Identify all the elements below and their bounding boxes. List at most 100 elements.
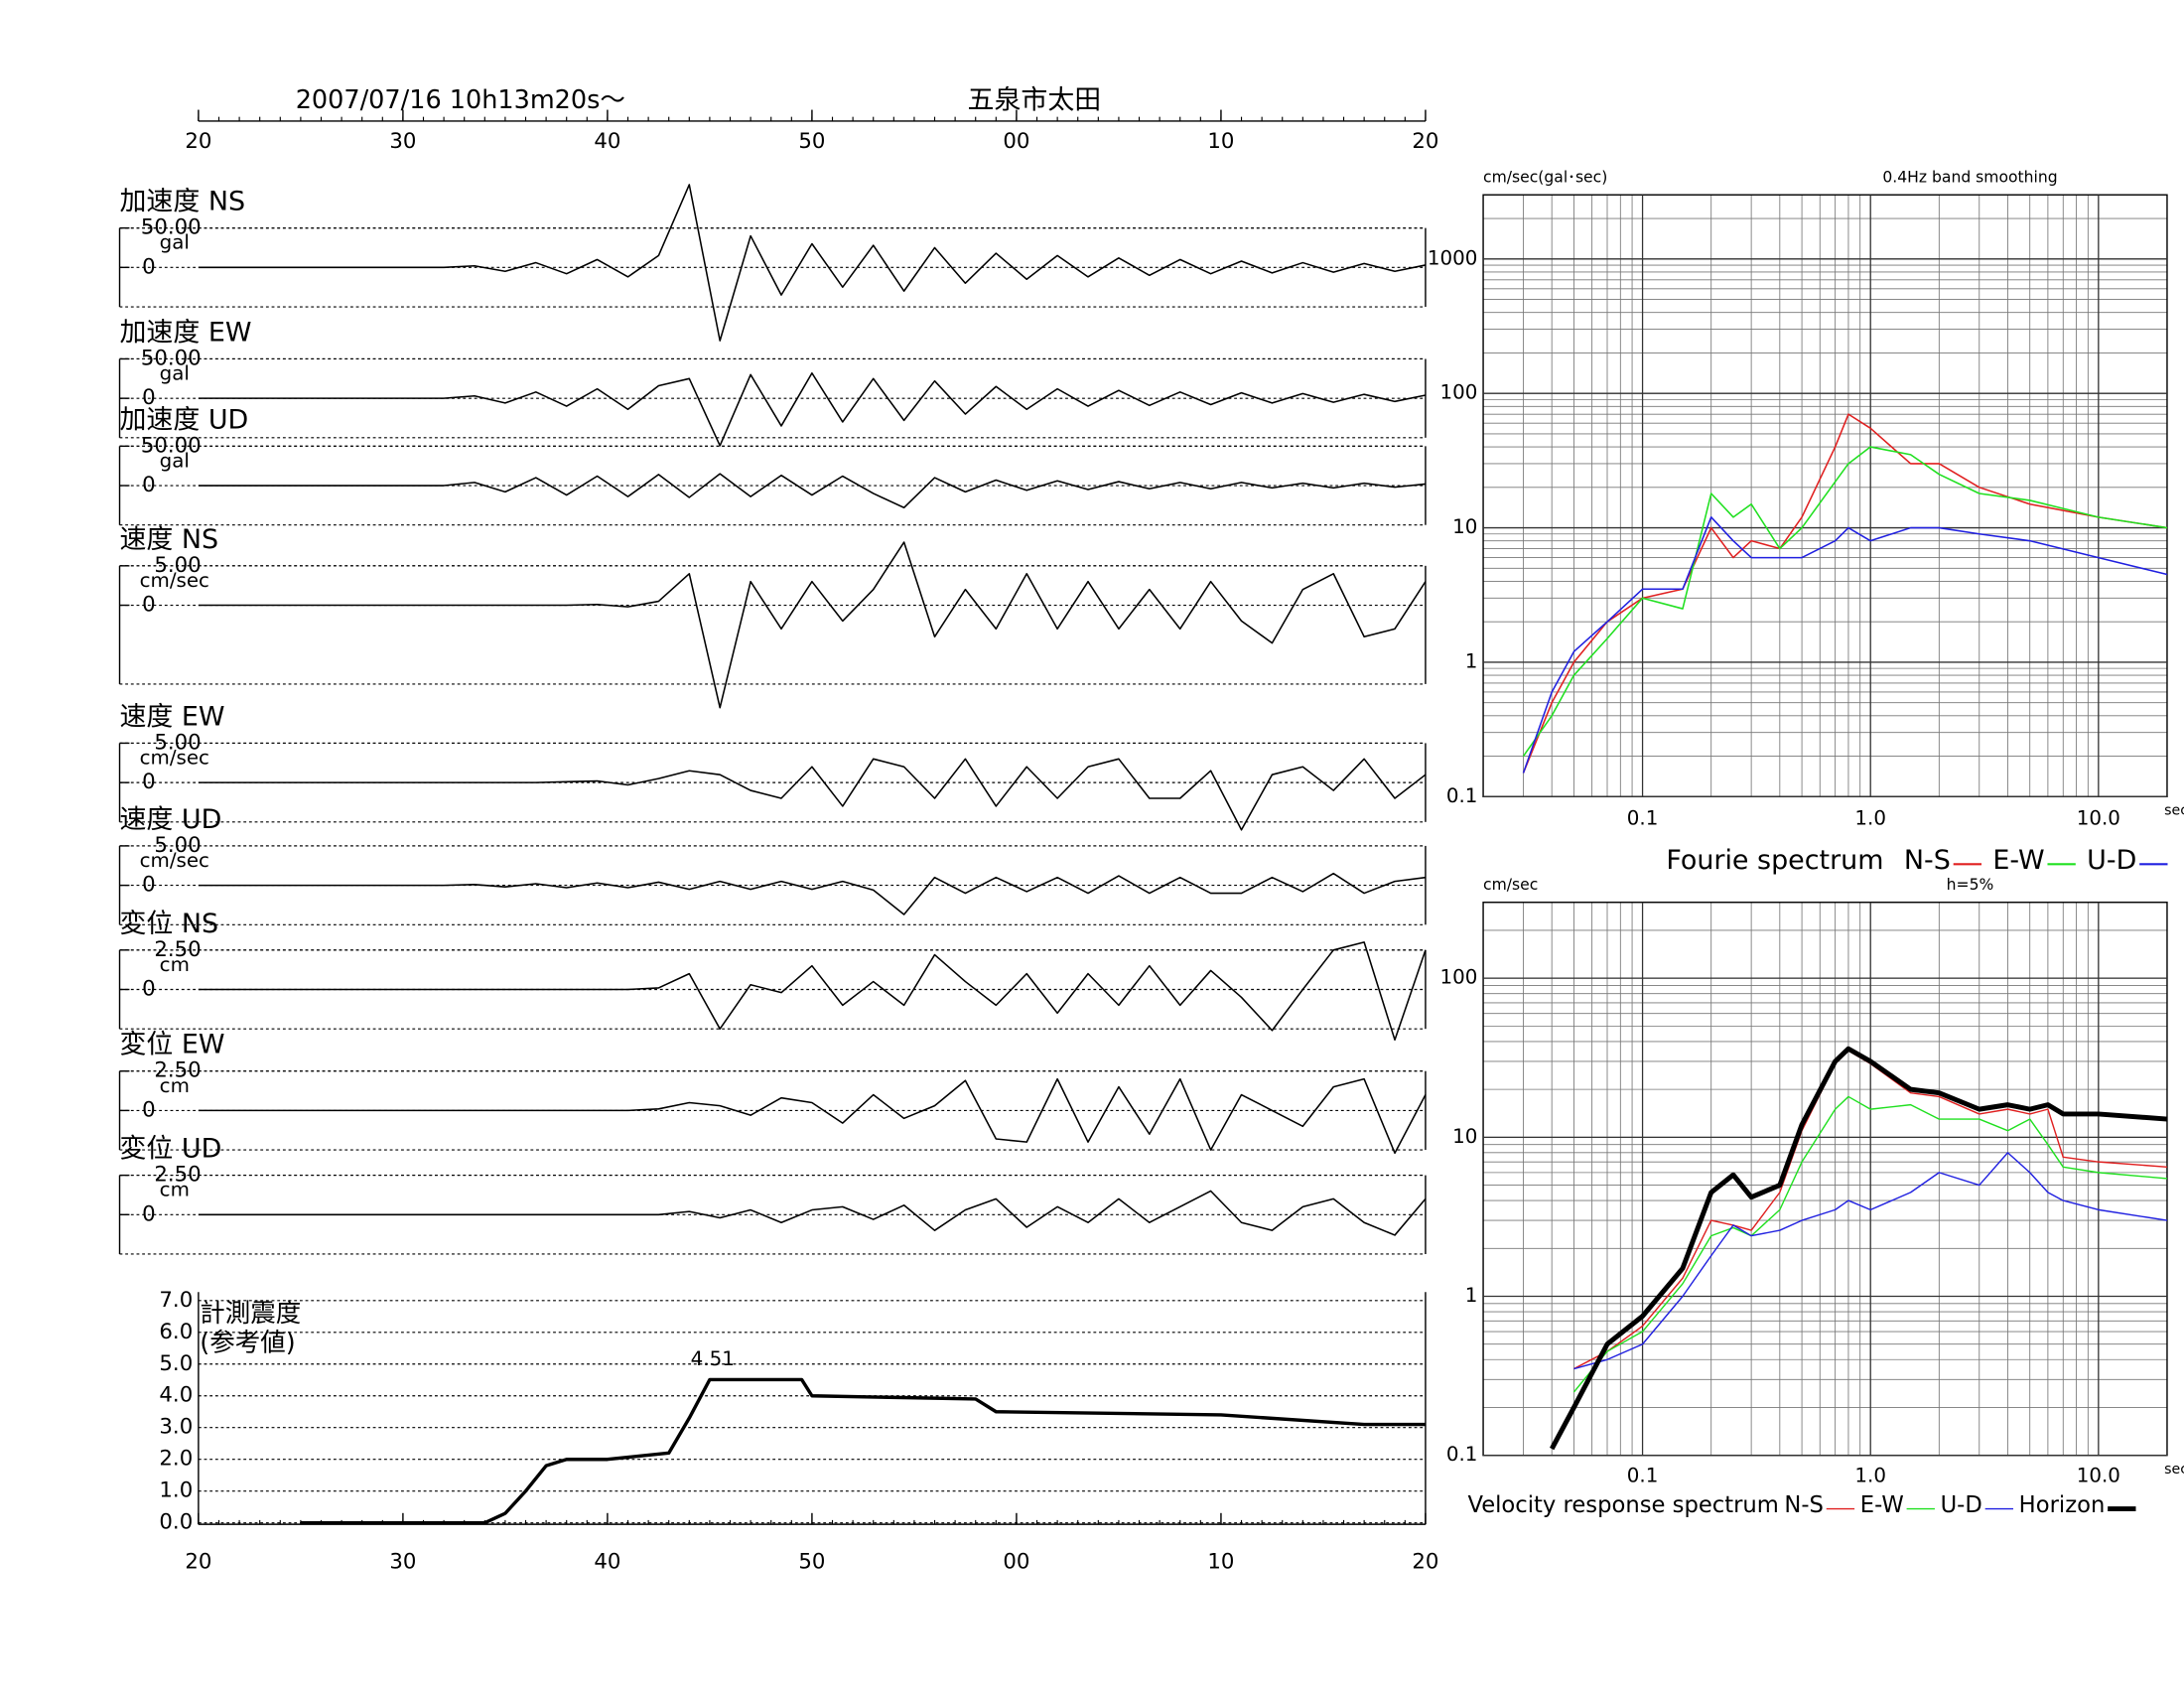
unit-label: cm: [160, 953, 190, 976]
y-tick-label: 0: [142, 593, 156, 618]
panel-name: 加速度 EW: [120, 317, 252, 348]
x-tick-label: 20: [1412, 1549, 1438, 1574]
legend-label: E-W: [1860, 1492, 1904, 1518]
panel-name: 加速度 UD: [120, 404, 249, 435]
y-tick-label: 2.50: [154, 1058, 201, 1083]
waveform: [198, 941, 1427, 1042]
waveform: [198, 758, 1427, 831]
x-tick-label: 20: [185, 1549, 211, 1574]
spectrum-line: [1550, 1046, 2168, 1451]
y-tick-label: 10: [1452, 1125, 1477, 1148]
y-tick-label: 3.0: [159, 1415, 193, 1440]
x-tick-label: 1.0: [1854, 1464, 1886, 1486]
x-tick-label: 0.1: [1627, 806, 1659, 829]
spectrum-line: [1522, 446, 2168, 757]
y-tick-label: 0.1: [1446, 784, 1478, 807]
waveform: [198, 1190, 1427, 1236]
x-tick-label: 10.0: [2077, 806, 2120, 829]
unit-label: cm/sec: [140, 747, 209, 770]
y-tick-label: 1: [1465, 649, 1478, 672]
y-tick-label: 5.0: [159, 1351, 193, 1376]
panel-name: 加速度 NS: [120, 187, 246, 217]
x-tick-label: 20: [185, 129, 211, 154]
legend-label: Horizon: [2019, 1492, 2106, 1518]
x-tick-label: 40: [594, 129, 620, 154]
unit-label: cm: [160, 1074, 190, 1097]
panel-name: 変位 NS: [120, 909, 219, 939]
y-tick-label: 2.50: [154, 1163, 201, 1188]
y-tick-label: 1: [1465, 1284, 1478, 1307]
note: 0.4Hz band smoothing: [1882, 169, 2057, 187]
y-tick-label: 50.00: [141, 346, 202, 370]
spectrum-line: [1573, 1152, 2168, 1370]
x-tick-label: 00: [1003, 129, 1029, 154]
y-tick-label: 0.0: [159, 1510, 193, 1535]
panel-name: 速度 NS: [120, 524, 219, 555]
unit-label: gal: [160, 449, 190, 472]
y-tick-label: 100: [1440, 966, 1478, 989]
x-tick-label: 50: [798, 1549, 825, 1574]
y-tick-label: 0.1: [1446, 1443, 1478, 1466]
chart-title: 2007/07/16 10h13m20s〜: [296, 85, 625, 115]
y-tick-label: 0: [142, 254, 156, 279]
y-axis-label: (参考値): [200, 1329, 295, 1358]
waveform: [198, 184, 1427, 342]
x-axis-label: sec: [2164, 1462, 2184, 1477]
waveform: [198, 371, 1427, 447]
legend-title: Fourie spectrum: [1666, 845, 1883, 876]
y-tick-label: 5.00: [154, 833, 201, 858]
unit-label: cm: [160, 1179, 190, 1201]
x-tick-label: 50: [798, 129, 825, 154]
y-axis-label: 計測震度: [200, 1299, 301, 1329]
x-tick-label: 40: [594, 1549, 620, 1574]
y-tick-label: 7.0: [159, 1288, 193, 1313]
y-tick-label: 2.0: [159, 1447, 193, 1472]
y-tick-label: 0: [142, 1097, 156, 1122]
y-tick-label: 0: [142, 473, 156, 497]
waveform: [198, 1077, 1427, 1155]
spectrum-line: [1522, 516, 2168, 774]
unit-label: gal: [160, 231, 190, 254]
y-tick-label: 50.00: [141, 215, 202, 240]
unit-label: cm/sec: [140, 849, 209, 872]
panel-name: 変位 UD: [120, 1134, 222, 1165]
spectrum-line: [1522, 413, 2168, 774]
y-axis-label: cm/sec(gal･sec): [1483, 169, 1607, 187]
waveform: [198, 473, 1427, 509]
y-tick-label: 4.0: [159, 1383, 193, 1408]
y-tick-label: 5.00: [154, 553, 201, 578]
x-tick-label: 20: [1412, 129, 1438, 154]
panel-name: 変位 EW: [120, 1030, 225, 1060]
y-tick-label: 0: [142, 873, 156, 898]
x-axis-label: sec: [2164, 802, 2184, 818]
y-tick-label: 1.0: [159, 1478, 193, 1503]
y-tick-label: 2.50: [154, 937, 201, 962]
y-tick-label: 100: [1440, 381, 1478, 404]
intensity-line: [300, 1377, 1426, 1525]
x-tick-label: 30: [389, 129, 416, 154]
x-tick-label: 10: [1207, 129, 1234, 154]
x-tick-label: 10: [1207, 1549, 1234, 1574]
note: h=5%: [1947, 876, 1994, 894]
y-tick-label: 50.00: [141, 433, 202, 458]
legend-label: E-W: [1992, 845, 2044, 876]
y-tick-label: 1000: [1428, 246, 1477, 269]
x-tick-label: 0.1: [1627, 1464, 1659, 1486]
unit-label: cm/sec: [140, 569, 209, 592]
y-tick-label: 0: [142, 385, 156, 410]
unit-label: gal: [160, 362, 190, 385]
y-tick-label: 0: [142, 770, 156, 794]
y-tick-label: 5.00: [154, 730, 201, 755]
x-tick-label: 30: [389, 1549, 416, 1574]
waveform: [198, 541, 1427, 709]
panel-name: 速度 EW: [120, 701, 225, 732]
panel-name: 速度 UD: [120, 804, 222, 835]
y-tick-label: 10: [1452, 515, 1477, 538]
waveform: [198, 872, 1427, 915]
legend-label: N-S: [1904, 845, 1951, 876]
legend-label: N-S: [1784, 1492, 1824, 1518]
x-tick-label: 1.0: [1854, 806, 1886, 829]
